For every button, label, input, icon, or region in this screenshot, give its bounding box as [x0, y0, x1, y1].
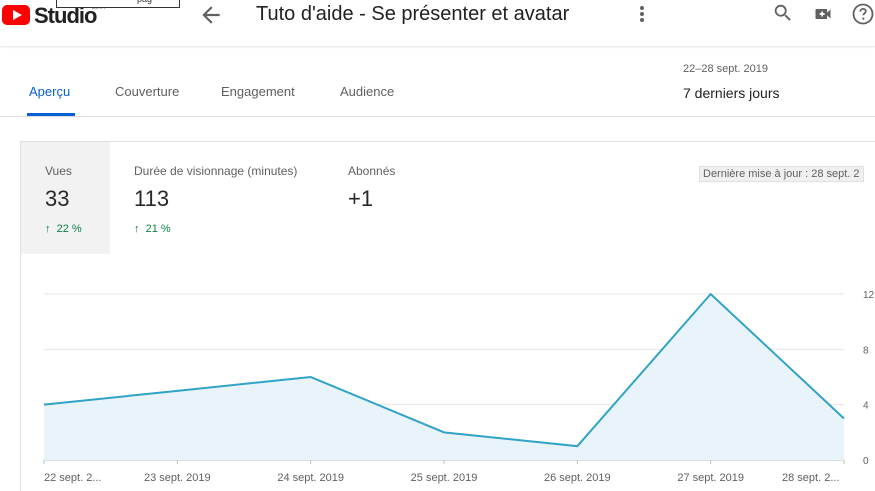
metric-change: ↑ 22 % [45, 223, 82, 235]
last-updated-badge: Dernière mise à jour : 28 sept. 2 [699, 166, 864, 182]
metric-change-text: 21 % [145, 223, 171, 235]
arrow-up-icon: ↑ [134, 223, 140, 235]
tooltip-text: pag [137, 0, 152, 4]
y-tick-label: 0 [863, 456, 869, 467]
search-icon [774, 4, 791, 21]
page-title: Tuto d'aide - Se présenter et avatar [256, 3, 570, 25]
logo-beta-badge: BETA [92, 5, 105, 11]
y-tick-label: 4 [863, 401, 869, 412]
x-tick-label: 22 sept. 2... [44, 472, 101, 484]
y-tick-label: 12 [863, 290, 875, 301]
more-vert-icon [640, 6, 644, 22]
top-app-bar: Studio BETA pag Tuto d'aide - Se présent… [0, 0, 875, 46]
search-button[interactable] [772, 2, 794, 24]
metric-views[interactable]: Vues 33 ↑ 22 % [21, 142, 110, 254]
period-selector[interactable]: 7 derniers jours [683, 85, 780, 101]
x-tick-label: 26 sept. 2019 [544, 472, 611, 484]
metric-label: Abonnés [348, 164, 396, 178]
create-video-button[interactable] [812, 4, 834, 24]
date-range[interactable]: 22–28 sept. 2019 [683, 63, 769, 75]
metric-subscribers[interactable]: Abonnés +1 [324, 142, 464, 254]
metric-label: Durée de visionnage (minutes) [134, 164, 298, 178]
back-arrow-icon [202, 6, 220, 24]
tabs-divider [0, 116, 875, 117]
series-area [44, 294, 844, 460]
metric-change: ↑ 21 % [134, 223, 171, 235]
help-button[interactable] [851, 2, 875, 26]
metric-value: 113 [134, 186, 170, 211]
tab-audience[interactable]: Audience [340, 84, 395, 99]
youtube-play-icon [2, 5, 30, 25]
x-tick-label: 24 sept. 2019 [277, 472, 344, 484]
x-tick-label: 23 sept. 2019 [144, 472, 211, 484]
back-button[interactable] [198, 2, 224, 28]
metric-value: +1 [348, 186, 374, 211]
metric-value: 33 [45, 186, 70, 211]
metric-label: Vues [45, 164, 72, 178]
tab-engagement[interactable]: Engagement [221, 84, 295, 99]
more-options-button[interactable] [632, 3, 652, 25]
y-tick-label: 8 [863, 345, 869, 356]
x-tick-label: 25 sept. 2019 [411, 472, 478, 484]
active-tab-indicator [27, 113, 75, 116]
arrow-up-icon: ↑ [45, 223, 51, 235]
tab-apercu[interactable]: Aperçu [29, 84, 71, 99]
tooltip: pag [56, 0, 180, 8]
video-camera-icon [815, 9, 831, 19]
metric-watch-time[interactable]: Durée de visionnage (minutes) 113 ↑ 21 % [110, 142, 320, 254]
x-tick-label: 27 sept. 2019 [677, 472, 744, 484]
metric-change-text: 22 % [56, 223, 82, 235]
tab-couverture[interactable]: Couverture [115, 84, 180, 99]
help-icon [852, 3, 874, 25]
x-tick-label: 28 sept. 2... [782, 472, 839, 484]
